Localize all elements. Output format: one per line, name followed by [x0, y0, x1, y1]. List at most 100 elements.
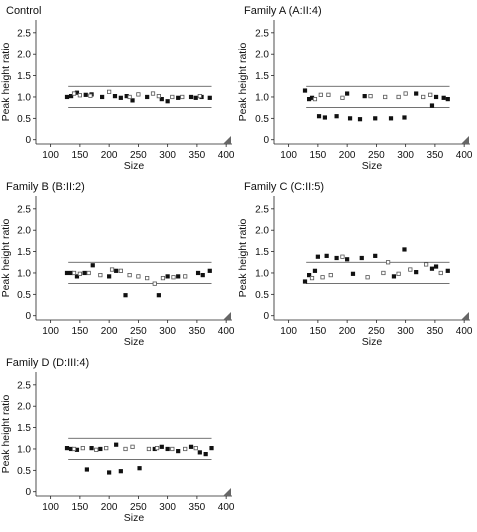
data-point-filled	[165, 99, 170, 104]
data-point-open	[123, 446, 128, 452]
y-tick-label: 1.5	[255, 247, 269, 258]
y-tick-label: 1.0	[255, 92, 269, 103]
x-tick-label: 400	[218, 502, 235, 513]
data-point-filled	[165, 446, 170, 452]
x-tick-label: 400	[456, 326, 473, 337]
data-point-open	[197, 94, 202, 99]
y-tick-label: 2.5	[255, 204, 269, 215]
data-point-open	[104, 446, 109, 451]
data-point-open	[385, 260, 391, 265]
y-tick-label: 1.0	[17, 268, 31, 279]
data-point-filled	[123, 293, 128, 298]
x-tick-label: 400	[218, 150, 235, 161]
data-point-open	[146, 446, 152, 452]
y-tick-label: 1.5	[17, 423, 31, 434]
y-tick-label: 1.0	[17, 444, 31, 455]
data-point-open	[171, 275, 176, 280]
data-point-open	[438, 270, 443, 276]
y-tick-label: 0.5	[255, 290, 269, 301]
x-tick-label: 150	[72, 326, 89, 337]
x-tick-label: 100	[280, 326, 297, 337]
data-point-filled	[429, 103, 435, 108]
data-point-filled	[100, 94, 105, 100]
data-point-filled	[69, 270, 74, 276]
data-point-filled	[193, 95, 198, 100]
data-point-filled	[433, 264, 439, 269]
data-point-filled	[176, 95, 181, 100]
y-tick-label: 0.5	[17, 290, 31, 301]
data-point-filled	[345, 91, 350, 96]
x-axis-label: Size	[362, 160, 383, 172]
data-point-filled	[98, 446, 103, 452]
x-tick-label: 100	[280, 150, 297, 161]
data-point-filled	[445, 268, 450, 273]
data-point-open	[193, 446, 198, 451]
x-tick-label: 250	[368, 150, 385, 161]
x-tick-label: 150	[310, 326, 327, 337]
x-tick-label: 350	[189, 326, 206, 337]
y-tick-label: 1.0	[17, 92, 31, 103]
corner-marker	[223, 488, 231, 496]
data-point-filled	[200, 273, 205, 278]
data-point-filled	[373, 253, 378, 258]
x-tick-label: 250	[368, 326, 385, 337]
x-tick-label: 200	[101, 326, 118, 337]
data-point-filled	[350, 271, 356, 276]
x-tick-label: 300	[397, 326, 414, 337]
y-tick-label: 0	[263, 311, 269, 322]
x-tick-label: 200	[339, 150, 356, 161]
y-tick-label: 1.5	[17, 247, 31, 258]
data-point-filled	[316, 114, 322, 119]
data-point-open	[408, 267, 413, 272]
chart-panel-5: Family D (D:III:4) 0 0.5 1.0 1.5 2.0 2.5 100 150…	[0, 357, 235, 524]
data-point-open	[94, 447, 99, 452]
x-tick-label: 250	[130, 502, 147, 513]
data-point-filled	[334, 255, 339, 261]
data-point-open	[118, 268, 123, 273]
data-point-filled	[83, 92, 88, 97]
data-point-open	[320, 275, 325, 280]
data-point-filled	[74, 90, 80, 95]
data-point-filled	[429, 266, 435, 271]
data-point-open	[326, 92, 331, 97]
data-point-filled	[114, 268, 119, 273]
data-point-open	[381, 270, 386, 276]
data-point-filled	[207, 268, 212, 273]
data-point-filled	[74, 447, 80, 452]
data-point-filled	[176, 274, 181, 279]
x-tick-label: 200	[101, 150, 118, 161]
data-point-open	[136, 274, 141, 279]
data-point-filled	[357, 117, 363, 122]
data-point-filled	[156, 293, 161, 298]
data-point-open	[328, 273, 333, 278]
data-point-open	[368, 94, 373, 99]
data-point-open	[428, 92, 433, 97]
data-point-open	[424, 262, 429, 267]
y-tick-label: 0.5	[17, 466, 31, 477]
data-point-filled	[118, 95, 123, 100]
y-axis-label: Peak height ratio	[237, 218, 249, 297]
data-point-filled	[82, 270, 87, 276]
data-point-open	[340, 95, 345, 100]
y-tick-label: 2.5	[17, 380, 31, 391]
y-tick-label: 1.0	[255, 268, 269, 279]
data-point-open	[136, 92, 141, 97]
data-point-filled	[159, 97, 164, 102]
y-tick-label: 1.5	[17, 71, 31, 82]
data-point-filled	[118, 469, 123, 474]
y-tick-label: 2.0	[255, 50, 269, 61]
data-point-filled	[165, 274, 170, 279]
y-tick-label: 0.5	[255, 114, 269, 125]
data-point-filled	[307, 97, 312, 102]
data-point-filled	[64, 94, 70, 100]
chart-title: Family C (C:II:5)	[244, 181, 324, 193]
data-point-open	[312, 97, 318, 102]
data-point-open	[88, 93, 93, 98]
data-point-open	[160, 275, 166, 281]
data-point-open	[421, 94, 426, 100]
data-point-filled	[402, 247, 407, 252]
y-tick-label: 2.5	[255, 28, 269, 39]
data-point-filled	[388, 116, 394, 121]
data-point-filled	[84, 467, 90, 472]
data-point-filled	[414, 91, 419, 96]
